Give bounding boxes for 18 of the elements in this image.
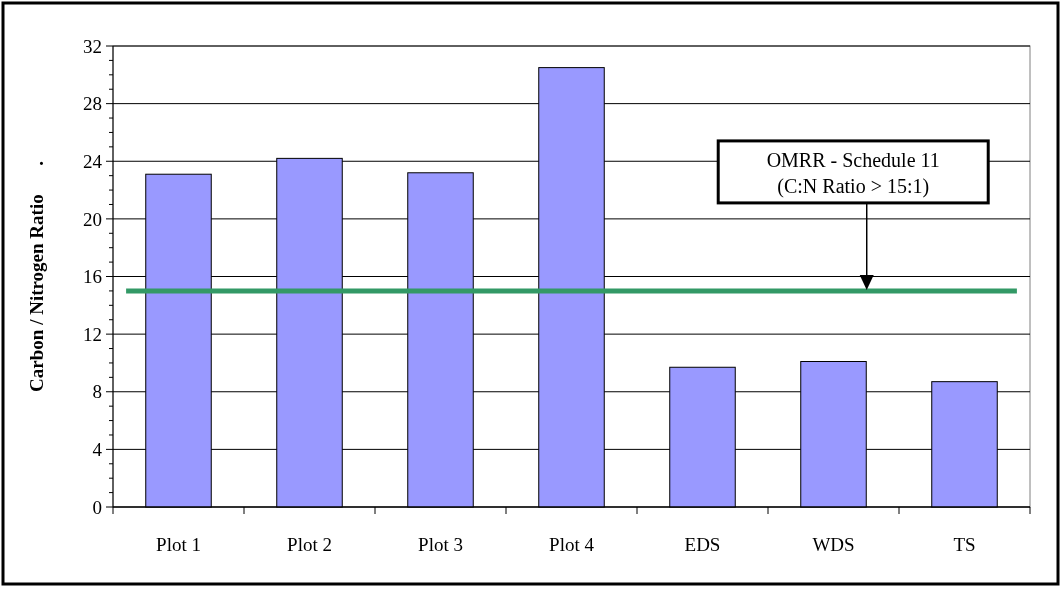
y-tick-label: 32: [83, 35, 102, 57]
y-tick-label: 24: [83, 150, 103, 172]
x-tick-label: Plot 2: [287, 534, 332, 555]
y-tick-label: 8: [92, 381, 102, 403]
x-tick-label: TS: [953, 534, 976, 555]
y-tick-label: 12: [83, 323, 102, 345]
x-tick-label: Plot 4: [549, 534, 595, 555]
y-tick-label: 16: [83, 266, 102, 288]
annotation: OMRR - Schedule 11 (C:N Ratio > 15:1): [766, 148, 940, 198]
y-tick-label: 0: [92, 496, 102, 518]
x-tick-label: EDS: [684, 534, 721, 555]
x-tick-label: WDS: [812, 534, 855, 555]
x-tick-label: Plot 3: [418, 534, 463, 555]
y-axis-title: Carbon / Nitrogen Ratio .: [26, 161, 47, 392]
y-tick-label: 20: [83, 208, 102, 230]
y-tick-label: 28: [83, 93, 102, 115]
x-tick-label: Plot 1: [156, 534, 201, 555]
y-tick-label: 4: [92, 439, 103, 461]
